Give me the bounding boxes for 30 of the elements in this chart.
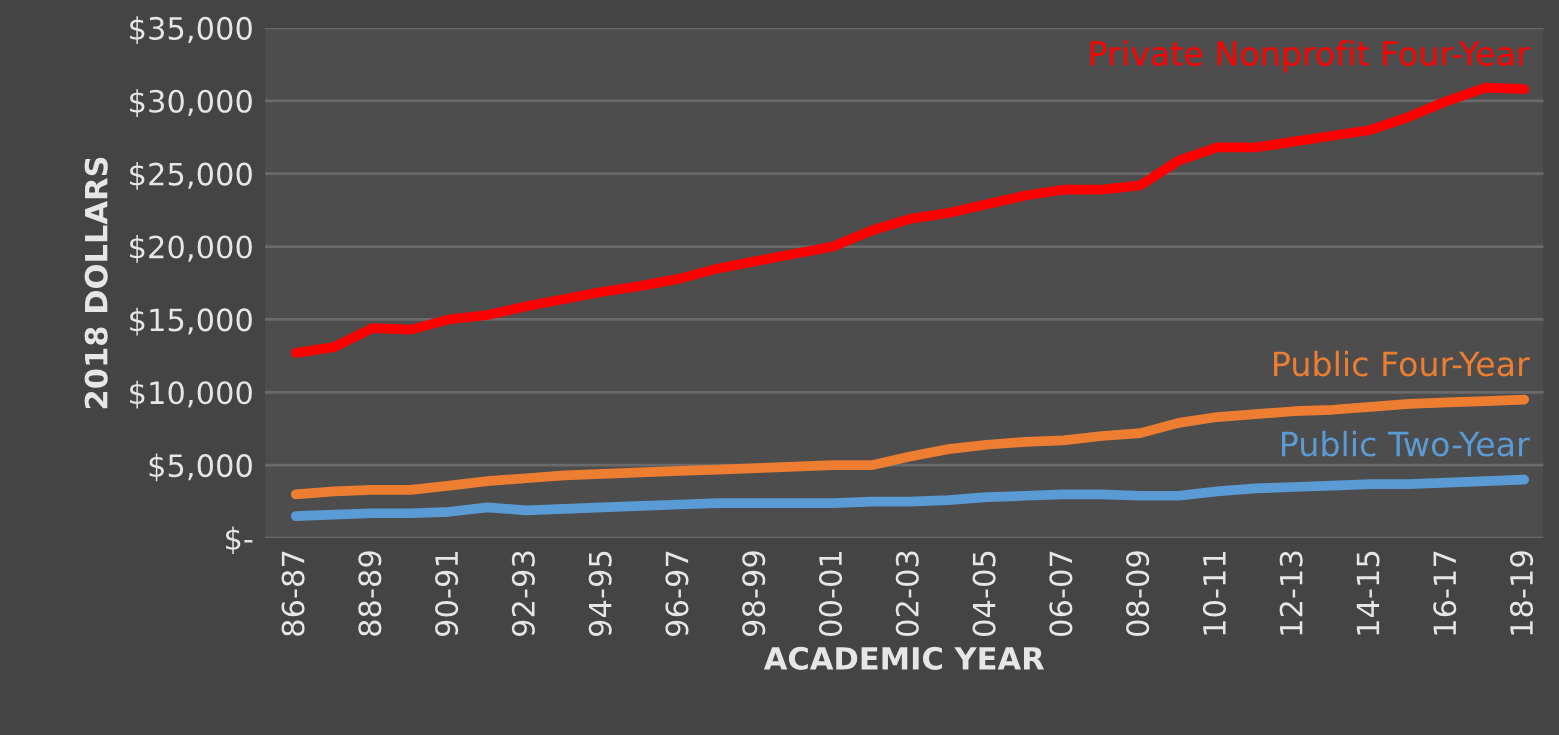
series-label: Private Nonprofit Four-Year — [1090, 40, 1530, 73]
y-tick-label: $35,000 — [130, 16, 252, 45]
y-tick-label: $10,000 — [130, 380, 252, 409]
x-tick-label: 88-89 — [358, 551, 382, 636]
y-tick-label: $30,000 — [130, 89, 252, 117]
x-tick-label: 96-97 — [665, 551, 689, 636]
x-tick-label: 12-13 — [1279, 551, 1303, 635]
series-label: Public Four-Year — [1274, 350, 1530, 377]
x-tick-label: 94-95 — [588, 551, 612, 636]
x-tick-label: 14-15 — [1356, 551, 1380, 635]
y-tick-label: $5,000 — [149, 453, 252, 482]
x-axis-title: ACADEMIC YEAR — [763, 646, 1045, 670]
y-tick-label: $15,000 — [130, 307, 252, 336]
x-tick-label: 98-99 — [742, 551, 766, 636]
y-tick-label: $25,000 — [130, 162, 252, 190]
x-tick-label: 10-11 — [1202, 551, 1226, 635]
x-tick-label: 86-87 — [281, 551, 305, 636]
y-tick-label: $- — [225, 526, 253, 555]
x-tick-label: 04-05 — [972, 551, 996, 636]
x-tick-label: 08-09 — [1126, 551, 1150, 636]
series-label: Public Two-Year — [1282, 430, 1530, 457]
x-tick-label: 16-17 — [1433, 551, 1457, 635]
x-tick-label: 00-01 — [818, 551, 843, 636]
x-tick-label: 18-19 — [1509, 551, 1534, 635]
x-tick-label: 92-93 — [511, 551, 535, 636]
y-tick-label: $20,000 — [130, 234, 252, 263]
x-tick-label: 06-07 — [1049, 551, 1073, 636]
x-tick-label: 02-03 — [895, 551, 919, 636]
x-tick-label: 90-91 — [435, 551, 459, 636]
y-axis-title: 2018 DOLLARS — [84, 157, 108, 409]
